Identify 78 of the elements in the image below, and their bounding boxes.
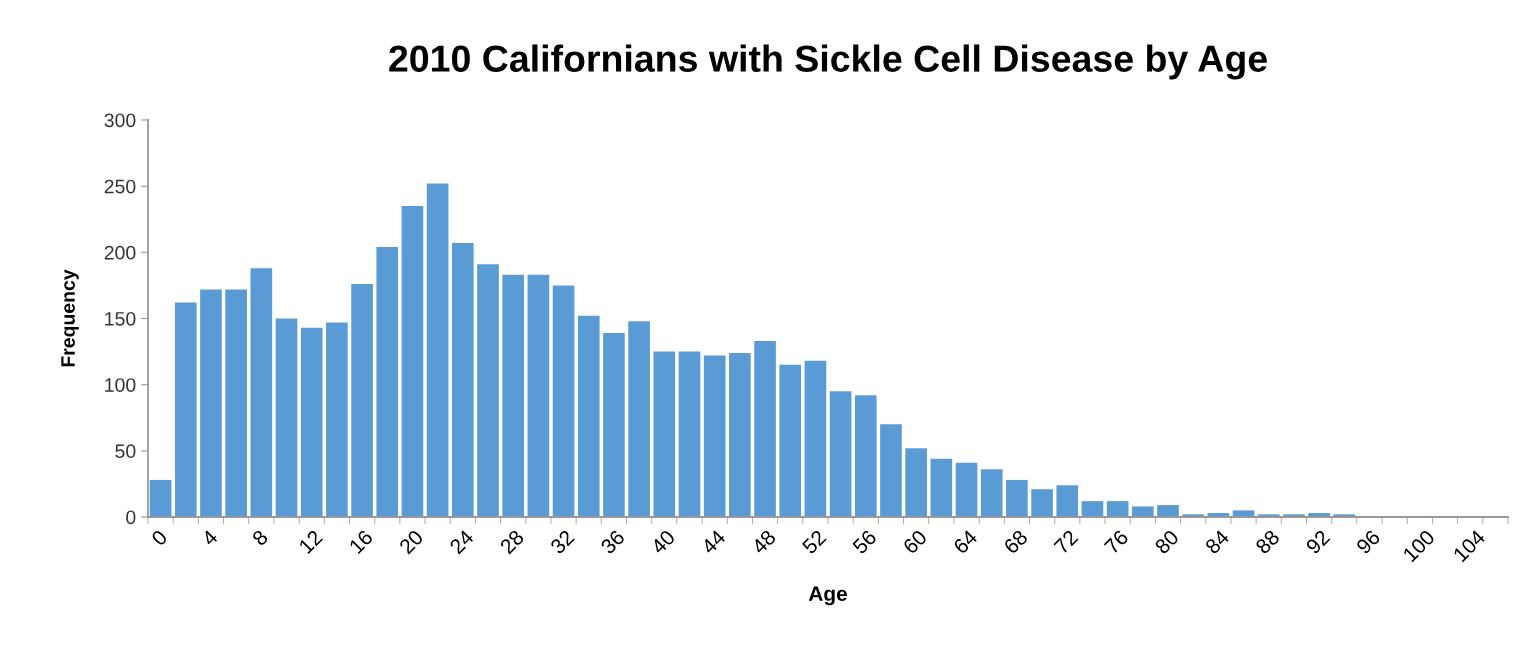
bar (703, 355, 726, 517)
bar (955, 462, 978, 517)
bar (149, 479, 172, 517)
bar (1081, 501, 1104, 517)
bar (905, 448, 927, 517)
y-tick-label: 300 (104, 113, 136, 128)
bar (326, 322, 348, 517)
bar (376, 247, 399, 517)
bar (653, 351, 676, 517)
bar (477, 264, 499, 517)
x-axis-title: Age (808, 586, 847, 606)
bar (401, 206, 424, 517)
bar (552, 285, 575, 517)
bar (426, 183, 449, 517)
x-tick-label: 96 (1355, 529, 1381, 555)
x-tick-label: 20 (398, 529, 425, 555)
bar (275, 318, 298, 517)
bar (250, 268, 273, 517)
bar (603, 333, 625, 517)
bar (577, 315, 600, 517)
bar (1031, 489, 1053, 517)
bar (804, 360, 827, 517)
bar (754, 341, 776, 517)
x-tick-label: 68 (1002, 529, 1029, 555)
bar (174, 302, 197, 517)
bar (451, 243, 474, 517)
bar (678, 351, 701, 517)
bar (1056, 485, 1079, 517)
y-tick-label: 250 (104, 179, 136, 194)
y-tick-label: 0 (126, 510, 136, 525)
x-tick-label: 64 (952, 528, 979, 555)
bar (729, 352, 751, 517)
bar (854, 395, 877, 517)
bar (1131, 506, 1154, 517)
x-tick-label: 0 (150, 529, 169, 547)
chart-title: 2010 Californians with Sickle Cell Disease by Age (389, 44, 1267, 80)
bar (829, 391, 852, 517)
x-tick-label: 44 (700, 529, 727, 555)
bar (200, 289, 222, 517)
x-tick-label: 76 (1103, 529, 1130, 555)
bar (880, 424, 902, 517)
x-tick-label: 72 (1053, 529, 1079, 555)
x-tick-label: 88 (1254, 529, 1281, 555)
x-tick-label: 48 (750, 529, 777, 555)
x-tick-label: 52 (801, 529, 827, 555)
y-tick-label: 100 (105, 378, 136, 392)
x-tick-label: 4 (200, 529, 219, 547)
bar (527, 274, 550, 517)
x-tick-label: 36 (599, 529, 626, 555)
bar (225, 289, 247, 517)
x-tick-label: 12 (298, 529, 323, 555)
bar (300, 327, 323, 517)
y-tick-label: 50 (115, 444, 136, 459)
x-tick-label: 16 (348, 529, 374, 555)
x-tick-label: 60 (902, 529, 928, 555)
bar (1106, 501, 1129, 517)
bar (980, 469, 1003, 517)
x-tick-label: 92 (1305, 529, 1331, 555)
x-tick-label: 40 (649, 529, 676, 555)
x-tick-label: 28 (499, 529, 525, 555)
x-tick-label: 24 (448, 528, 475, 555)
x-tick-label: 104 (1452, 528, 1487, 563)
y-tick-label: 200 (104, 245, 136, 260)
x-tick-label: 8 (251, 529, 269, 547)
y-tick-label: 150 (105, 311, 136, 326)
bar (1006, 479, 1028, 517)
x-tick-label: 80 (1153, 529, 1180, 555)
bar (930, 458, 953, 517)
bar (1157, 505, 1179, 517)
y-axis-title: Frequency (61, 269, 79, 367)
x-tick-label: 32 (549, 529, 575, 555)
bar (351, 284, 373, 517)
x-tick-label: 100 (1402, 529, 1436, 563)
x-tick-label: 56 (851, 529, 878, 555)
bar (628, 321, 650, 517)
bar (779, 364, 802, 517)
bar (502, 274, 525, 517)
x-tick-label: 84 (1204, 528, 1231, 555)
